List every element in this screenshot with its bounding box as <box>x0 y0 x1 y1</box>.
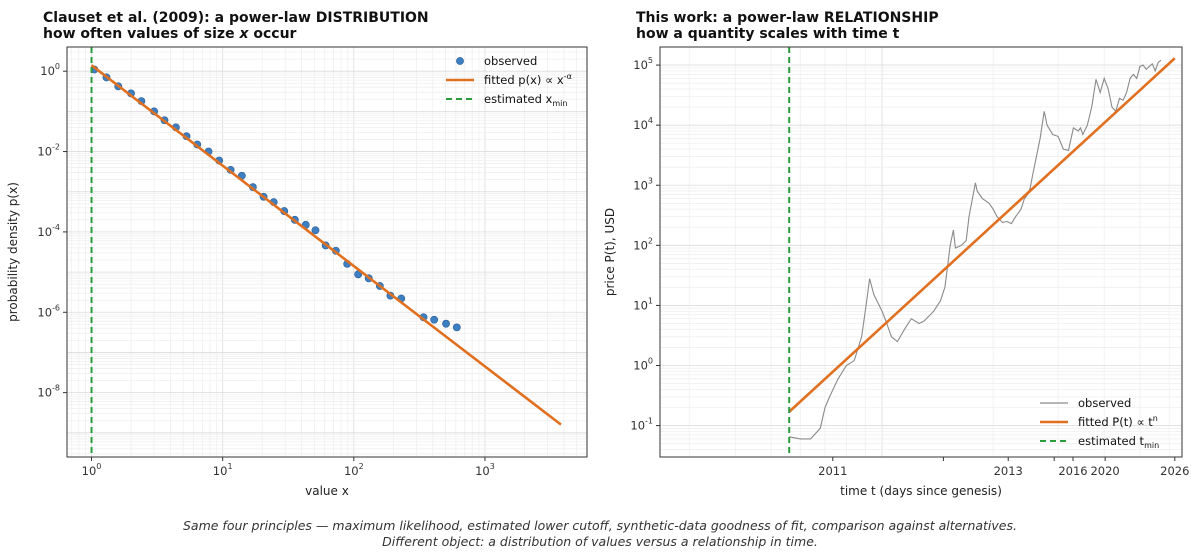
data-point <box>442 319 450 328</box>
y-tick-label: 100 <box>40 62 60 78</box>
series-2 <box>788 57 1176 413</box>
series-line <box>789 59 1162 440</box>
plot-area <box>788 47 1176 457</box>
fit-line <box>788 57 1176 413</box>
legend-marker <box>456 57 464 65</box>
plot-frame <box>659 46 1183 458</box>
x-axis-label: value x <box>305 484 349 498</box>
y-axis-label: price P(t), USD <box>603 208 617 296</box>
data-point <box>311 226 320 235</box>
y-tick-label: 10-6 <box>37 303 60 319</box>
legend-item-1: observed <box>456 54 537 68</box>
series-2 <box>90 64 562 426</box>
legend-item-3: estimated xmin <box>446 92 567 108</box>
x-tick-label: 2011 <box>818 464 847 478</box>
ticks: 100 101 102 103 100 10-2 10-4 10-6 10-8 <box>37 62 494 478</box>
x-tick-label: 103 <box>475 462 495 478</box>
fit-line <box>90 64 562 426</box>
data-point <box>452 323 461 332</box>
ticks: 2011 2013 2016 2020 2026 10-1 100 101 102 103 104 1… <box>630 56 1189 478</box>
y-tick-label: 100 <box>633 357 653 373</box>
y-tick-label: 105 <box>633 56 653 72</box>
legend-item-2: fitted P(t) ∝ tn <box>1040 414 1158 429</box>
chart-1: 100 101 102 103 100 10-2 10-4 10-6 10-8 Clauset e… <box>6 10 588 498</box>
y-tick-label: 103 <box>633 176 653 192</box>
x-axis-label: time t (days since genesis) <box>840 484 1002 498</box>
x-tick-label: 2016 <box>1058 464 1087 478</box>
chart-subtitle: how often values of size x occur <box>43 26 297 42</box>
legend-item-3: estimated tmin <box>1040 434 1159 450</box>
x-tick-label: 2013 <box>994 464 1023 478</box>
data-point <box>430 315 439 324</box>
x-tick-label: 101 <box>213 462 233 478</box>
legend: observed fitted p(x) ∝ x-α estimated xmin <box>446 54 572 108</box>
legend-label: estimated tmin <box>1078 434 1159 450</box>
caption-line-1: Same four principles — maximum likelihoo… <box>183 518 1017 533</box>
y-axis-label: probability density p(x) <box>6 182 20 322</box>
y-tick-label: 10-4 <box>37 223 60 239</box>
y-tick-label: 104 <box>633 116 653 132</box>
legend-label: estimated xmin <box>484 92 567 108</box>
x-tick-label: 102 <box>344 462 364 478</box>
legend-label: observed <box>484 54 537 68</box>
chart-subtitle: how a quantity scales with time t <box>636 26 900 42</box>
legend: observed fitted P(t) ∝ tn estimated tmin <box>1040 396 1159 450</box>
x-tick-label: 2026 <box>1160 464 1189 478</box>
y-tick-label: 10-2 <box>37 143 60 159</box>
legend-label: fitted P(t) ∝ tn <box>1078 414 1158 429</box>
legend-item-2: fitted p(x) ∝ x-α <box>446 72 572 87</box>
y-tick-label: 10-1 <box>630 417 653 433</box>
legend-item-1: observed <box>1040 396 1131 410</box>
plot-area <box>90 47 562 457</box>
plot-frame <box>66 46 588 458</box>
x-tick-label: 2020 <box>1090 464 1119 478</box>
chart-title: This work: a power-law RELATIONSHIP <box>636 10 939 26</box>
chart-title: Clauset et al. (2009): a power-law DISTR… <box>43 10 429 26</box>
x-tick-label: 100 <box>82 462 102 478</box>
y-tick-label: 10-8 <box>37 384 60 400</box>
grid <box>67 46 588 457</box>
series-1 <box>789 59 1162 440</box>
legend-label: fitted p(x) ∝ x-α <box>484 72 572 87</box>
legend-label: observed <box>1078 396 1131 410</box>
chart-2: 2011 2013 2016 2020 2026 10-1 100 101 102 103 104 1… <box>603 10 1189 498</box>
caption-line-2: Different object: a distribution of valu… <box>382 534 818 549</box>
y-tick-label: 102 <box>633 236 653 252</box>
grid <box>660 46 1182 458</box>
y-tick-label: 101 <box>633 296 653 312</box>
